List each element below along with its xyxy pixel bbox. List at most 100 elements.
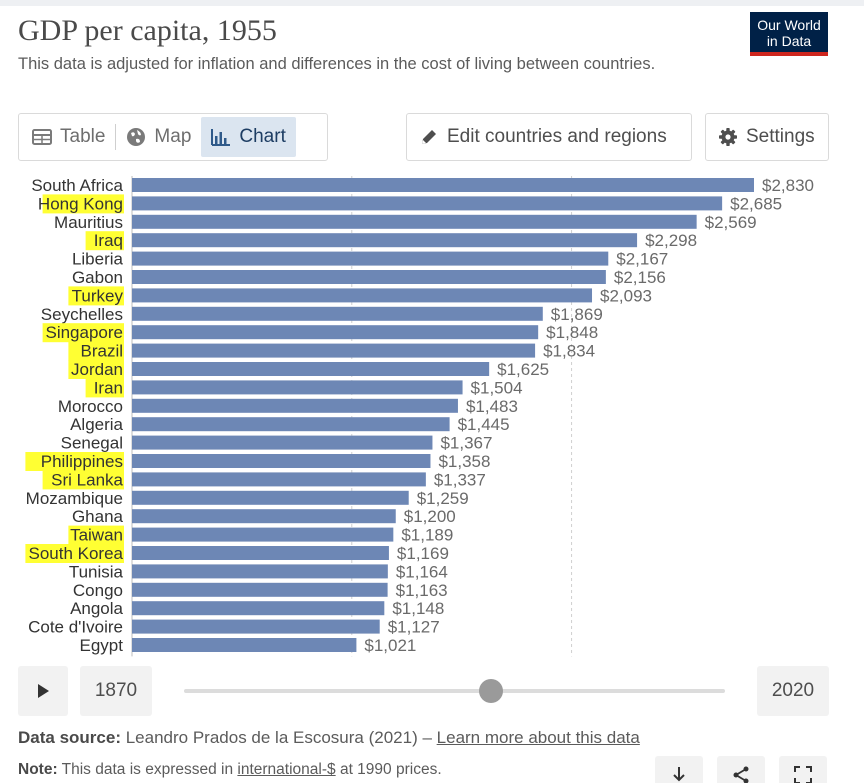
- value-label: $1,163: [396, 581, 448, 600]
- settings-label: Settings: [746, 126, 815, 147]
- bar: [132, 619, 380, 634]
- edit-countries-button[interactable]: Edit countries and regions: [406, 113, 692, 161]
- bar: [132, 638, 357, 652]
- bar: [132, 270, 606, 284]
- category-label: Liberia: [72, 250, 124, 269]
- download-icon: [673, 767, 685, 782]
- bar: [132, 417, 450, 432]
- value-label: $1,625: [497, 360, 549, 379]
- bar: [132, 178, 754, 192]
- category-label: Mozambique: [26, 489, 123, 508]
- tab-map-label: Map: [154, 126, 192, 147]
- bar: [132, 251, 609, 266]
- share-icon: [733, 766, 749, 783]
- pencil-icon: [422, 130, 436, 144]
- category-label: Brazil: [80, 342, 123, 361]
- highlight-mark: [68, 286, 124, 306]
- bar: [132, 435, 433, 450]
- learn-more-link[interactable]: Learn more about this data: [436, 728, 640, 747]
- category-label: Turkey: [72, 286, 124, 305]
- category-label: Iran: [94, 378, 123, 397]
- category-label: Jordan: [71, 360, 123, 379]
- highlight-mark: [85, 378, 124, 398]
- timeline-handle[interactable]: [478, 679, 503, 703]
- bar: [132, 564, 388, 579]
- bar: [132, 325, 539, 340]
- note-text-2: at 1990 prices.: [339, 761, 442, 778]
- category-label: Congo: [73, 581, 123, 600]
- bar: [132, 233, 638, 248]
- bar: [132, 380, 463, 395]
- value-label: $2,298: [645, 231, 697, 250]
- value-label: $1,189: [401, 526, 453, 545]
- share-button[interactable]: [717, 756, 765, 783]
- bar: [132, 214, 697, 229]
- value-label: $1,148: [392, 599, 444, 618]
- tab-chart-label: Chart: [239, 126, 286, 147]
- category-label: Gabon: [72, 268, 123, 287]
- bar: [132, 509, 396, 524]
- page-title: GDP per capita, 1955: [18, 14, 277, 47]
- bar: [132, 288, 593, 303]
- play-button[interactable]: [18, 666, 68, 716]
- category-label: Algeria: [70, 415, 123, 434]
- value-label: $1,200: [404, 507, 456, 526]
- value-label: $1,848: [546, 323, 598, 342]
- tab-chart[interactable]: Chart: [201, 117, 296, 157]
- tab-table[interactable]: Table: [22, 117, 115, 157]
- value-label: $2,830: [762, 176, 814, 195]
- bar-chart: South Africa $2,830 Hong Kong $2,685 Mauriti…: [25, 176, 814, 657]
- value-label: $1,367: [440, 434, 492, 453]
- value-label: $1,504: [471, 378, 523, 397]
- value-label: $2,093: [600, 286, 652, 305]
- category-label: South Africa: [31, 176, 123, 195]
- highlight-mark: [25, 544, 124, 563]
- timeline-end-year[interactable]: 2020: [757, 666, 829, 716]
- edit-countries-label: Edit countries and regions: [447, 126, 667, 147]
- highlight-mark: [68, 341, 124, 361]
- page-subtitle: This data is adjusted for inflation and …: [18, 55, 656, 73]
- category-label: Hong Kong: [38, 194, 123, 213]
- owid-logo[interactable]: Our World in Data: [750, 12, 828, 56]
- download-button[interactable]: [655, 756, 703, 783]
- fullscreen-icon: [794, 766, 812, 783]
- bar-chart-icon: [211, 129, 231, 146]
- value-label: $2,685: [730, 194, 782, 213]
- tab-divider: [115, 124, 117, 150]
- note-text-1: This data is expressed in: [61, 761, 234, 778]
- value-label: $1,483: [466, 397, 518, 416]
- category-label: Singapore: [45, 323, 123, 342]
- international-dollar-link[interactable]: international-$: [237, 761, 336, 778]
- highlight-mark: [68, 360, 124, 379]
- tab-map[interactable]: Map: [116, 117, 201, 157]
- value-label: $1,445: [458, 415, 510, 434]
- bar: [132, 306, 543, 321]
- timeline-track[interactable]: [184, 689, 725, 693]
- category-label: Seychelles: [41, 305, 123, 324]
- category-label: Ghana: [72, 507, 124, 526]
- source-text: Leandro Prados de la Escosura (2021) –: [125, 728, 432, 747]
- highlight-mark: [68, 525, 124, 545]
- highlight-mark: [42, 194, 124, 214]
- category-label: Mauritius: [54, 213, 123, 232]
- timeline: 1870 2020: [18, 666, 829, 716]
- category-label: South Korea: [28, 544, 123, 563]
- category-label: Iraq: [94, 231, 123, 250]
- highlight-mark: [85, 231, 124, 251]
- table-icon: [32, 129, 52, 145]
- timeline-start-year[interactable]: 1870: [80, 666, 152, 716]
- settings-button[interactable]: Settings: [705, 113, 829, 161]
- data-note: Note: This data is expressed in internat…: [18, 761, 442, 779]
- value-label: $1,869: [551, 305, 603, 324]
- value-label: $2,167: [616, 250, 668, 269]
- top-strip: [0, 0, 864, 6]
- category-label: Taiwan: [70, 526, 123, 545]
- value-label: $1,259: [417, 489, 469, 508]
- value-label: $1,834: [543, 342, 595, 361]
- fullscreen-button[interactable]: [779, 756, 827, 783]
- bar: [132, 490, 409, 505]
- bar: [132, 472, 426, 487]
- view-tabs: Table Map Chart: [18, 113, 328, 161]
- value-label: $1,021: [364, 636, 416, 655]
- data-source: Data source: Leandro Prados de la Escosu…: [18, 728, 640, 748]
